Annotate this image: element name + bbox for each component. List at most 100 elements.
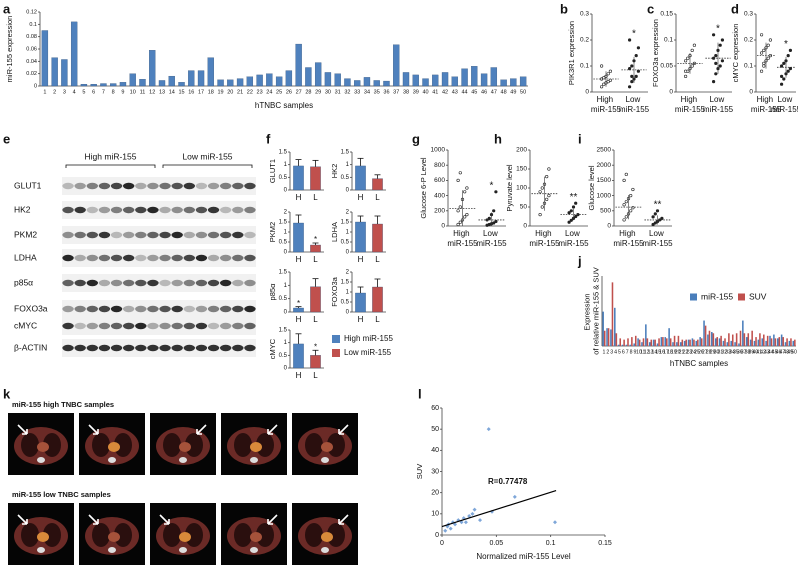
spine	[179, 457, 187, 463]
y-tick-label: 0	[346, 188, 350, 194]
blot-band	[183, 182, 196, 190]
data-point	[786, 53, 790, 58]
blot-band	[219, 305, 232, 313]
data-point	[766, 56, 770, 60]
blot-band	[183, 305, 196, 313]
y-tick-label: 1500	[597, 177, 612, 184]
bar	[749, 339, 752, 346]
bar	[726, 342, 729, 346]
bar	[625, 344, 628, 346]
data-point	[788, 66, 793, 71]
bar	[500, 79, 507, 87]
bar	[188, 70, 195, 87]
blot-band	[147, 254, 159, 262]
arrow	[159, 514, 170, 525]
x-tick-label: 2	[606, 349, 609, 355]
lung	[43, 433, 61, 457]
data-point	[443, 528, 448, 533]
blot-band	[171, 254, 183, 262]
data-point	[629, 194, 633, 198]
x-tick-label: 43	[452, 89, 458, 95]
bar	[673, 335, 676, 346]
x-tick-label: 44	[461, 89, 467, 95]
significance: *	[314, 235, 317, 244]
heart	[321, 442, 333, 452]
group-bracket	[162, 164, 253, 168]
bar	[677, 335, 680, 346]
x-tick-label: 30	[325, 89, 331, 95]
blot-band	[195, 279, 208, 287]
blot-band	[244, 344, 256, 352]
blot-strip	[62, 201, 256, 219]
bar	[722, 340, 725, 346]
bar	[648, 342, 651, 346]
y-tick-label: 500	[600, 208, 611, 215]
x-tick-label: 43	[764, 349, 770, 355]
bar	[633, 343, 635, 346]
blot-band	[232, 305, 244, 313]
data-point	[630, 64, 634, 68]
lung	[114, 523, 132, 547]
panel-letter: h	[494, 131, 502, 146]
bar	[129, 73, 136, 87]
x-axis-label: Normalized miR-155 Level	[476, 552, 570, 561]
data-point	[690, 64, 694, 68]
bar	[703, 320, 705, 346]
data-point	[636, 46, 641, 50]
bar	[629, 344, 632, 346]
x-tick-label: Low miR-155	[476, 229, 507, 248]
x-tick-label: 37	[741, 349, 747, 355]
data-point	[714, 53, 718, 58]
x-tick-label: 26	[698, 349, 704, 355]
blot-band	[110, 322, 123, 330]
blot-band	[86, 305, 99, 313]
x-tick-label: 46	[776, 349, 782, 355]
y-tick-label: 0	[585, 89, 589, 96]
bar	[782, 337, 784, 346]
data-point	[653, 221, 657, 225]
bar	[761, 338, 764, 346]
data-point	[487, 216, 491, 220]
x-tick-label: 36	[737, 349, 743, 355]
blot-band	[74, 206, 86, 214]
arrow	[17, 424, 28, 435]
lung	[185, 523, 203, 547]
x-tick-label: 15	[655, 349, 661, 355]
bar	[615, 333, 618, 346]
data-point	[759, 33, 764, 37]
y-axis-label: Pyruvate level	[505, 164, 514, 211]
blot-band	[86, 206, 99, 214]
y-tick-label: 800	[434, 162, 445, 169]
blot-band	[98, 231, 111, 239]
x-tick-label: 42	[760, 349, 766, 355]
bar	[778, 337, 781, 346]
x-tick-label: 23	[686, 349, 692, 355]
x-tick-label: 14	[651, 349, 657, 355]
x-tick-label: 50	[791, 349, 797, 355]
x-tick-label: 49	[787, 349, 793, 355]
blot-band	[98, 206, 111, 214]
y-axis-label: cMYC	[268, 338, 277, 359]
bar	[324, 72, 332, 87]
bar	[236, 78, 244, 87]
blot-band	[219, 206, 232, 214]
blot-strip	[62, 226, 256, 244]
y-tick-label: 1	[284, 230, 288, 236]
bar	[295, 43, 302, 87]
y-tick-label: 0	[669, 89, 673, 96]
blot-band	[98, 322, 111, 330]
heart	[179, 532, 191, 542]
bar	[305, 67, 312, 87]
spine	[37, 457, 45, 463]
lung	[327, 523, 345, 547]
bar	[149, 50, 156, 87]
legend-label: High miR-155	[344, 334, 393, 343]
blot-band	[171, 305, 183, 313]
data-point	[458, 220, 462, 224]
bar	[310, 166, 321, 191]
legend-label: SUV	[749, 291, 767, 301]
data-point	[711, 79, 716, 84]
y-axis-label: SUV	[415, 464, 424, 479]
blot-band	[195, 254, 208, 262]
data-point	[569, 218, 573, 222]
